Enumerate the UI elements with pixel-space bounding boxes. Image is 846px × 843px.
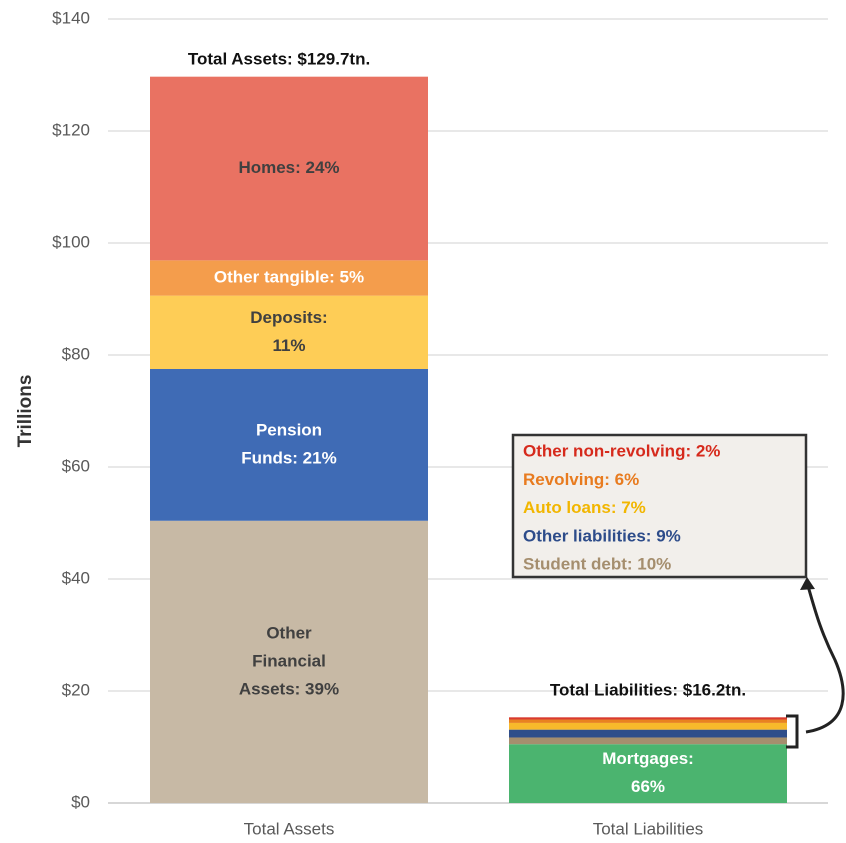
segment-label: 66%: [631, 777, 665, 796]
callout-box: [511, 433, 808, 579]
segment-label: Assets: 39%: [239, 679, 339, 698]
callout-label: Other liabilities: 9%: [523, 526, 681, 545]
x-tick-label: Total Liabilities: [593, 819, 704, 838]
y-tick-label: $140: [52, 8, 90, 27]
bar-segment: [150, 295, 428, 369]
bar-segment: [509, 717, 787, 720]
y-tick-label: $80: [62, 344, 90, 363]
y-axis-label: Trillions: [15, 375, 36, 448]
y-tick-label: $60: [62, 456, 90, 475]
segment-label: 11%: [272, 336, 305, 355]
y-tick-label: $0: [71, 792, 90, 811]
arrow-head: [800, 577, 815, 590]
callout-label: Auto loans: 7%: [523, 498, 646, 517]
bar-segment: [150, 369, 428, 521]
y-tick-label: $100: [52, 232, 90, 251]
segment-label: Financial: [252, 651, 326, 670]
callout-arrow: [805, 585, 845, 734]
segment-label: Funds: 21%: [241, 448, 336, 467]
callout-label: Revolving: 6%: [523, 470, 639, 489]
y-tick-label: $40: [62, 568, 90, 587]
bars: [150, 76, 787, 803]
callout-label: Student debt: 10%: [523, 555, 671, 574]
total-label: Total Assets: $129.7tn.: [188, 49, 370, 68]
bar-segment: [509, 719, 787, 723]
y-tick-label: $120: [52, 120, 90, 139]
labels: Other Financial Assets: 39% Pension Funds: 2…: [188, 49, 746, 796]
bracket: [786, 714, 799, 749]
y-tick-label: $20: [62, 680, 90, 699]
segment-label: Homes: 24%: [238, 158, 339, 177]
x-tick-label: Total Assets: [244, 819, 335, 838]
total-label: Total Liabilities: $16.2tn.: [550, 680, 746, 699]
bar-segment: [509, 729, 787, 738]
segment-label: Other tangible: 5%: [214, 267, 364, 286]
segment-label: Other: [266, 623, 312, 642]
bar-segment: [509, 744, 787, 803]
segment-label: Pension: [256, 420, 322, 439]
bar-segment: [150, 520, 428, 803]
bar-segment: [150, 260, 428, 296]
bar-segment: [150, 76, 428, 261]
callout-label: Other non-revolving: 2%: [523, 441, 720, 460]
segment-label: Mortgages:: [602, 749, 694, 768]
segment-label: Deposits:: [250, 308, 327, 327]
bar-segment: [509, 722, 787, 730]
bar-segment: [509, 737, 787, 745]
